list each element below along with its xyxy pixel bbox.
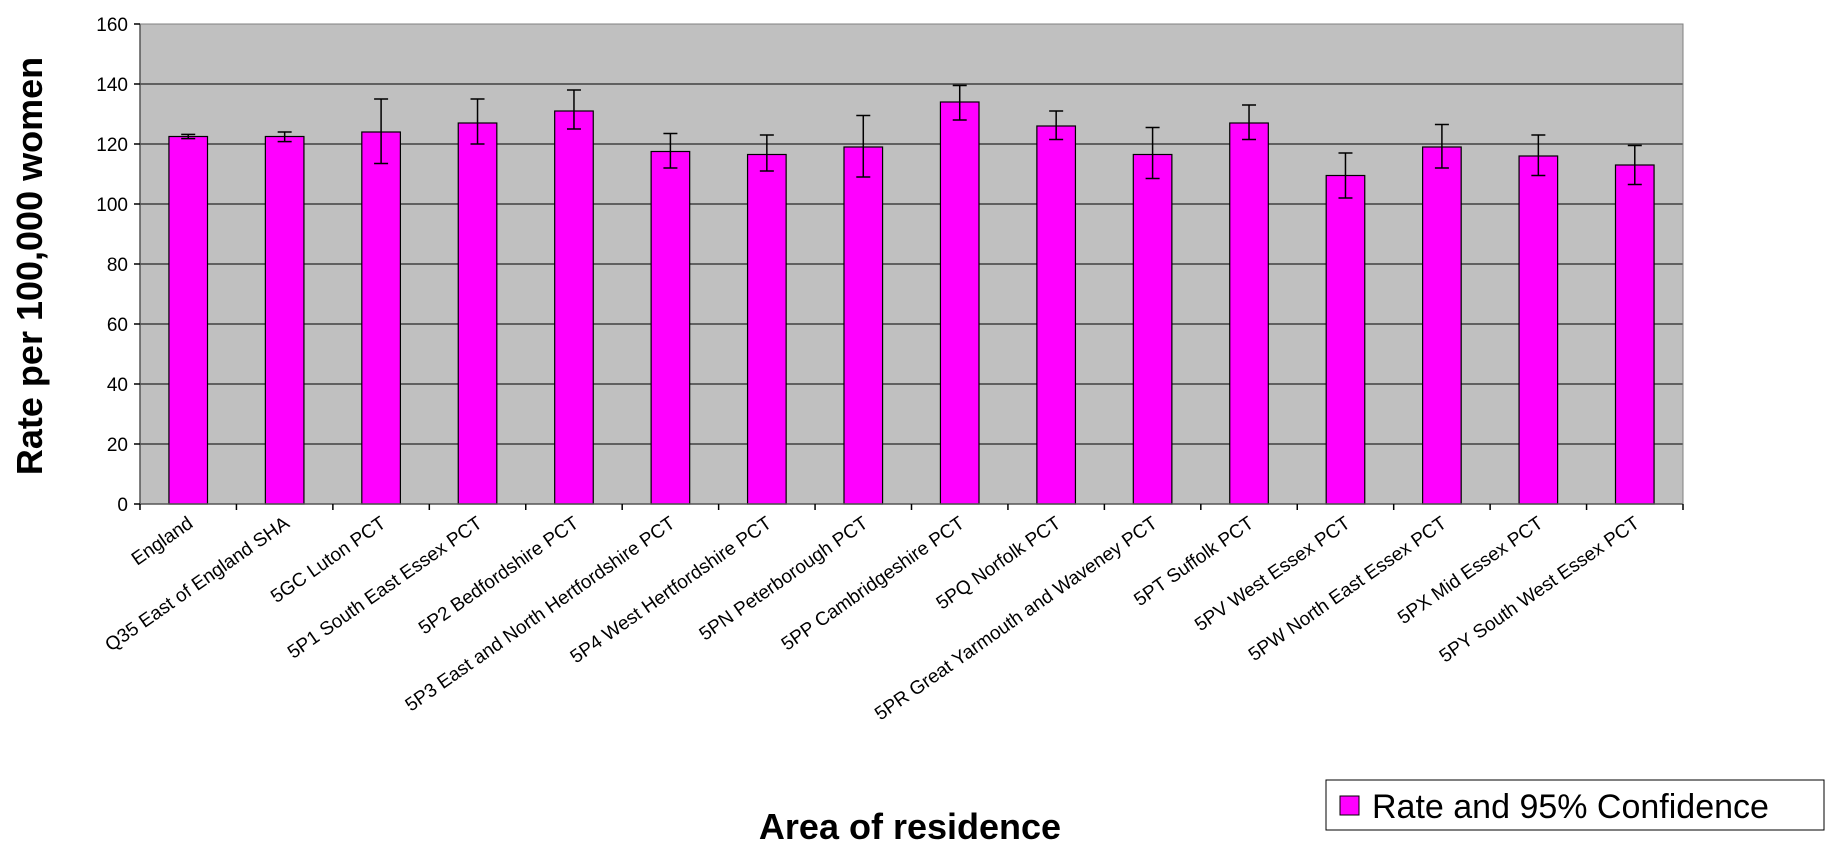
error-bar [566,89,581,130]
bar [1614,164,1655,505]
x-tick-label: 5PP Cambridgeshire PCT [778,513,969,656]
bar [361,131,401,505]
y-tick-label: 0 [117,495,128,516]
y-tick-labels: 0 20 40 60 80 100 120 140 160 [96,15,140,516]
y-tick-label: 60 [107,315,128,336]
y-axis-title: Rate per 100,000 women [9,57,50,475]
y-tick-label: 100 [96,195,128,216]
bar [1518,155,1559,505]
error-bar [1242,104,1257,141]
x-tick-label: 5PV West Essex PCT [1191,513,1354,636]
error-bar [1049,110,1064,141]
x-tick-label: 5PN Peterborough PCT [696,513,873,646]
y-tick-label: 140 [96,75,128,96]
x-tick-label: 5P2 Bedfordshire PCT [415,513,583,639]
bars [168,101,1655,505]
error-bar [1145,126,1160,180]
legend-label: Rate and 95% Confidence [1372,788,1769,826]
error-bar [1627,144,1642,186]
x-tick-label: 5PY South West Essex PCT [1436,513,1644,668]
bar [650,150,691,505]
bar [1422,146,1462,505]
error-bars [181,84,1642,199]
x-tick-label: England [128,513,197,570]
x-tick-label: Q35 East of England SHA [102,513,294,656]
legend-box [1325,779,1825,831]
bar [1036,125,1077,505]
legend: Rate and 95% Confidence [1325,779,1825,831]
bar [457,122,498,505]
error-bar [663,132,678,169]
bar [554,110,594,505]
error-bar [181,133,196,140]
legend-swatch [1339,795,1360,816]
error-bar [952,84,967,121]
y-tick-label: 20 [107,435,128,456]
error-bar [1531,134,1546,177]
error-bar [759,134,774,172]
error-bar [1434,123,1449,169]
x-tick-label: 5P4 West Hertfordshire PCT [567,513,776,668]
bar [168,135,209,505]
bar [939,101,980,505]
error-bar [856,114,871,178]
error-bar [1338,152,1353,199]
y-tick-label: 160 [96,15,128,36]
bar [1325,174,1366,505]
bar [1132,153,1173,505]
x-tick-label: 5PW North East Essex PCT [1245,513,1451,666]
x-axis-title: Area of residence [759,806,1061,847]
y-tick-label: 120 [96,135,128,156]
y-tick-label: 80 [107,255,128,276]
y-tick-label: 40 [107,375,128,396]
error-bar [277,131,292,143]
bar [746,153,787,505]
error-bar [470,98,485,145]
x-tick-label: 5P1 South East Essex PCT [284,513,487,664]
bar [1229,122,1269,505]
bar [843,146,884,505]
error-bar [374,98,389,165]
bar [264,135,305,505]
